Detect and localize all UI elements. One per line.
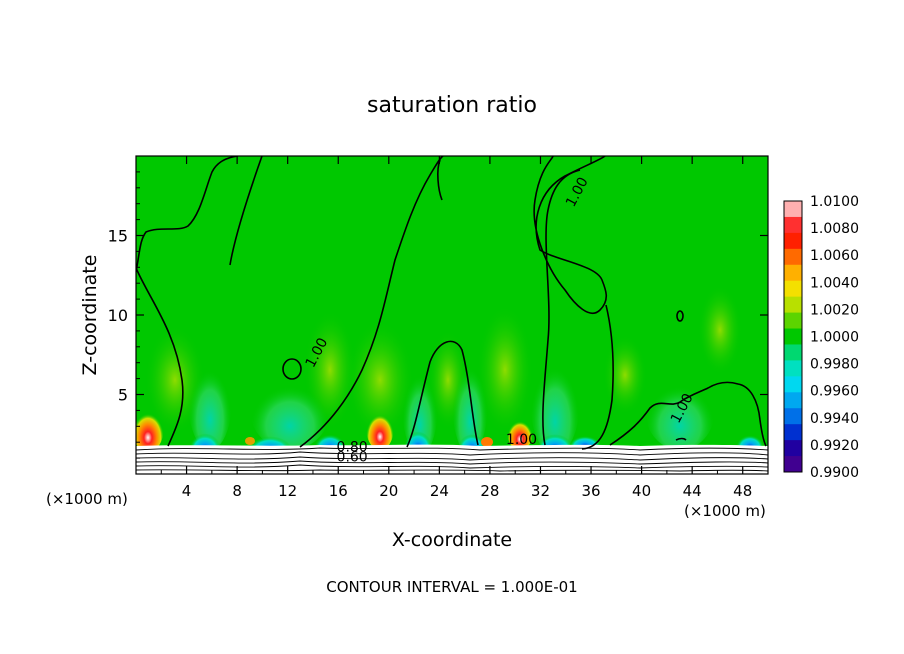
colorbar-swatch (784, 312, 802, 330)
x-tick-label: 44 (683, 482, 702, 500)
y-tick-label: 10 (108, 306, 128, 325)
blob-lightgreen (698, 285, 742, 375)
x-tick-label: 8 (232, 482, 242, 500)
blob-red (136, 404, 164, 452)
colorbar-swatch (784, 232, 802, 250)
x-unit-left: (×1000 m) (46, 490, 128, 508)
colorbar-swatch (784, 456, 802, 473)
blob-lightgreen (603, 335, 647, 415)
x-tick-label: 24 (430, 482, 449, 500)
blob-paleblue (452, 345, 488, 455)
blob-lightgreen (346, 320, 414, 440)
heatmap-field (136, 156, 768, 474)
x-tick-layer: 4 8 12 16 20 24 28 32 36 40 44 48 (160, 156, 752, 500)
blob-red (366, 406, 394, 450)
blob-lightgreen (477, 305, 533, 435)
colorbar-label: 1.0000 (810, 330, 859, 346)
colorbar-swatch (784, 248, 802, 266)
colorbar-swatch (784, 264, 802, 282)
blob-orange (481, 437, 493, 447)
y-tick-label: 15 (108, 227, 128, 246)
colorbar-swatch (784, 328, 802, 345)
y-axis-label: Z-coordinate (79, 255, 101, 376)
colorbar-frame (783, 200, 803, 473)
colorbar-swatch (784, 424, 802, 441)
colorbar-label: 0.9960 (810, 384, 859, 400)
colorbar-label: 0.9900 (810, 465, 859, 481)
colorbar-label: 1.0060 (810, 248, 859, 264)
x-tick-label: 36 (581, 482, 600, 500)
colorbar-swatch (784, 376, 802, 393)
colorbar-swatch (784, 280, 802, 298)
blob-paleblue (645, 370, 715, 450)
colorbar-swatch (784, 216, 802, 234)
contour-interval-note: CONTOUR INTERVAL = 1.000E-01 (326, 578, 577, 596)
colorbar (783, 200, 803, 473)
colorbar-label: 1.0080 (810, 221, 859, 237)
colorbar-label: 1.0100 (810, 194, 859, 210)
colorbar-swatch (784, 408, 802, 425)
colorbar-label: 0.9940 (810, 411, 859, 427)
colorbar-swatch (784, 440, 802, 457)
chart-title: saturation ratio (367, 93, 537, 118)
colorbar-label: 0.9980 (810, 357, 859, 373)
x-tick-label: 32 (531, 482, 550, 500)
x-tick-label: 40 (632, 482, 651, 500)
blob-red (507, 414, 533, 450)
colorbar-swatch (784, 296, 802, 314)
x-axis-label: X-coordinate (392, 529, 512, 551)
x-tick-label: 20 (379, 482, 398, 500)
colorbar-swatch (784, 344, 802, 361)
colorbar-labels: 1.0100 1.0080 1.0060 1.0040 1.0020 1.0000 0.99… (810, 194, 859, 481)
contour-label: 0.60 (337, 449, 368, 465)
colorbar-label: 1.0020 (810, 302, 859, 318)
colorbar-swatch (784, 201, 802, 218)
y-tick-label: 5 (118, 386, 128, 405)
colorbar-label: 1.0040 (810, 275, 859, 291)
blob-orange (245, 437, 255, 445)
x-tick-label: 12 (278, 482, 297, 500)
y-tick-layer: 5 10 15 (108, 171, 768, 459)
contour-label: 0.80 (337, 440, 368, 456)
x-tick-label: 16 (329, 482, 348, 500)
contour-label: 1.00 (506, 432, 537, 448)
x-unit-right: (×1000 m) (684, 502, 766, 520)
colorbar-label: 0.9920 (810, 438, 859, 454)
colorbar-swatch (784, 392, 802, 409)
colorbar-swatch (784, 360, 802, 377)
x-tick-label: 4 (182, 482, 192, 500)
blob-paleblue (188, 350, 232, 450)
x-tick-label: 28 (480, 482, 499, 500)
x-tick-label: 48 (733, 482, 752, 500)
contour-lines (136, 156, 767, 450)
